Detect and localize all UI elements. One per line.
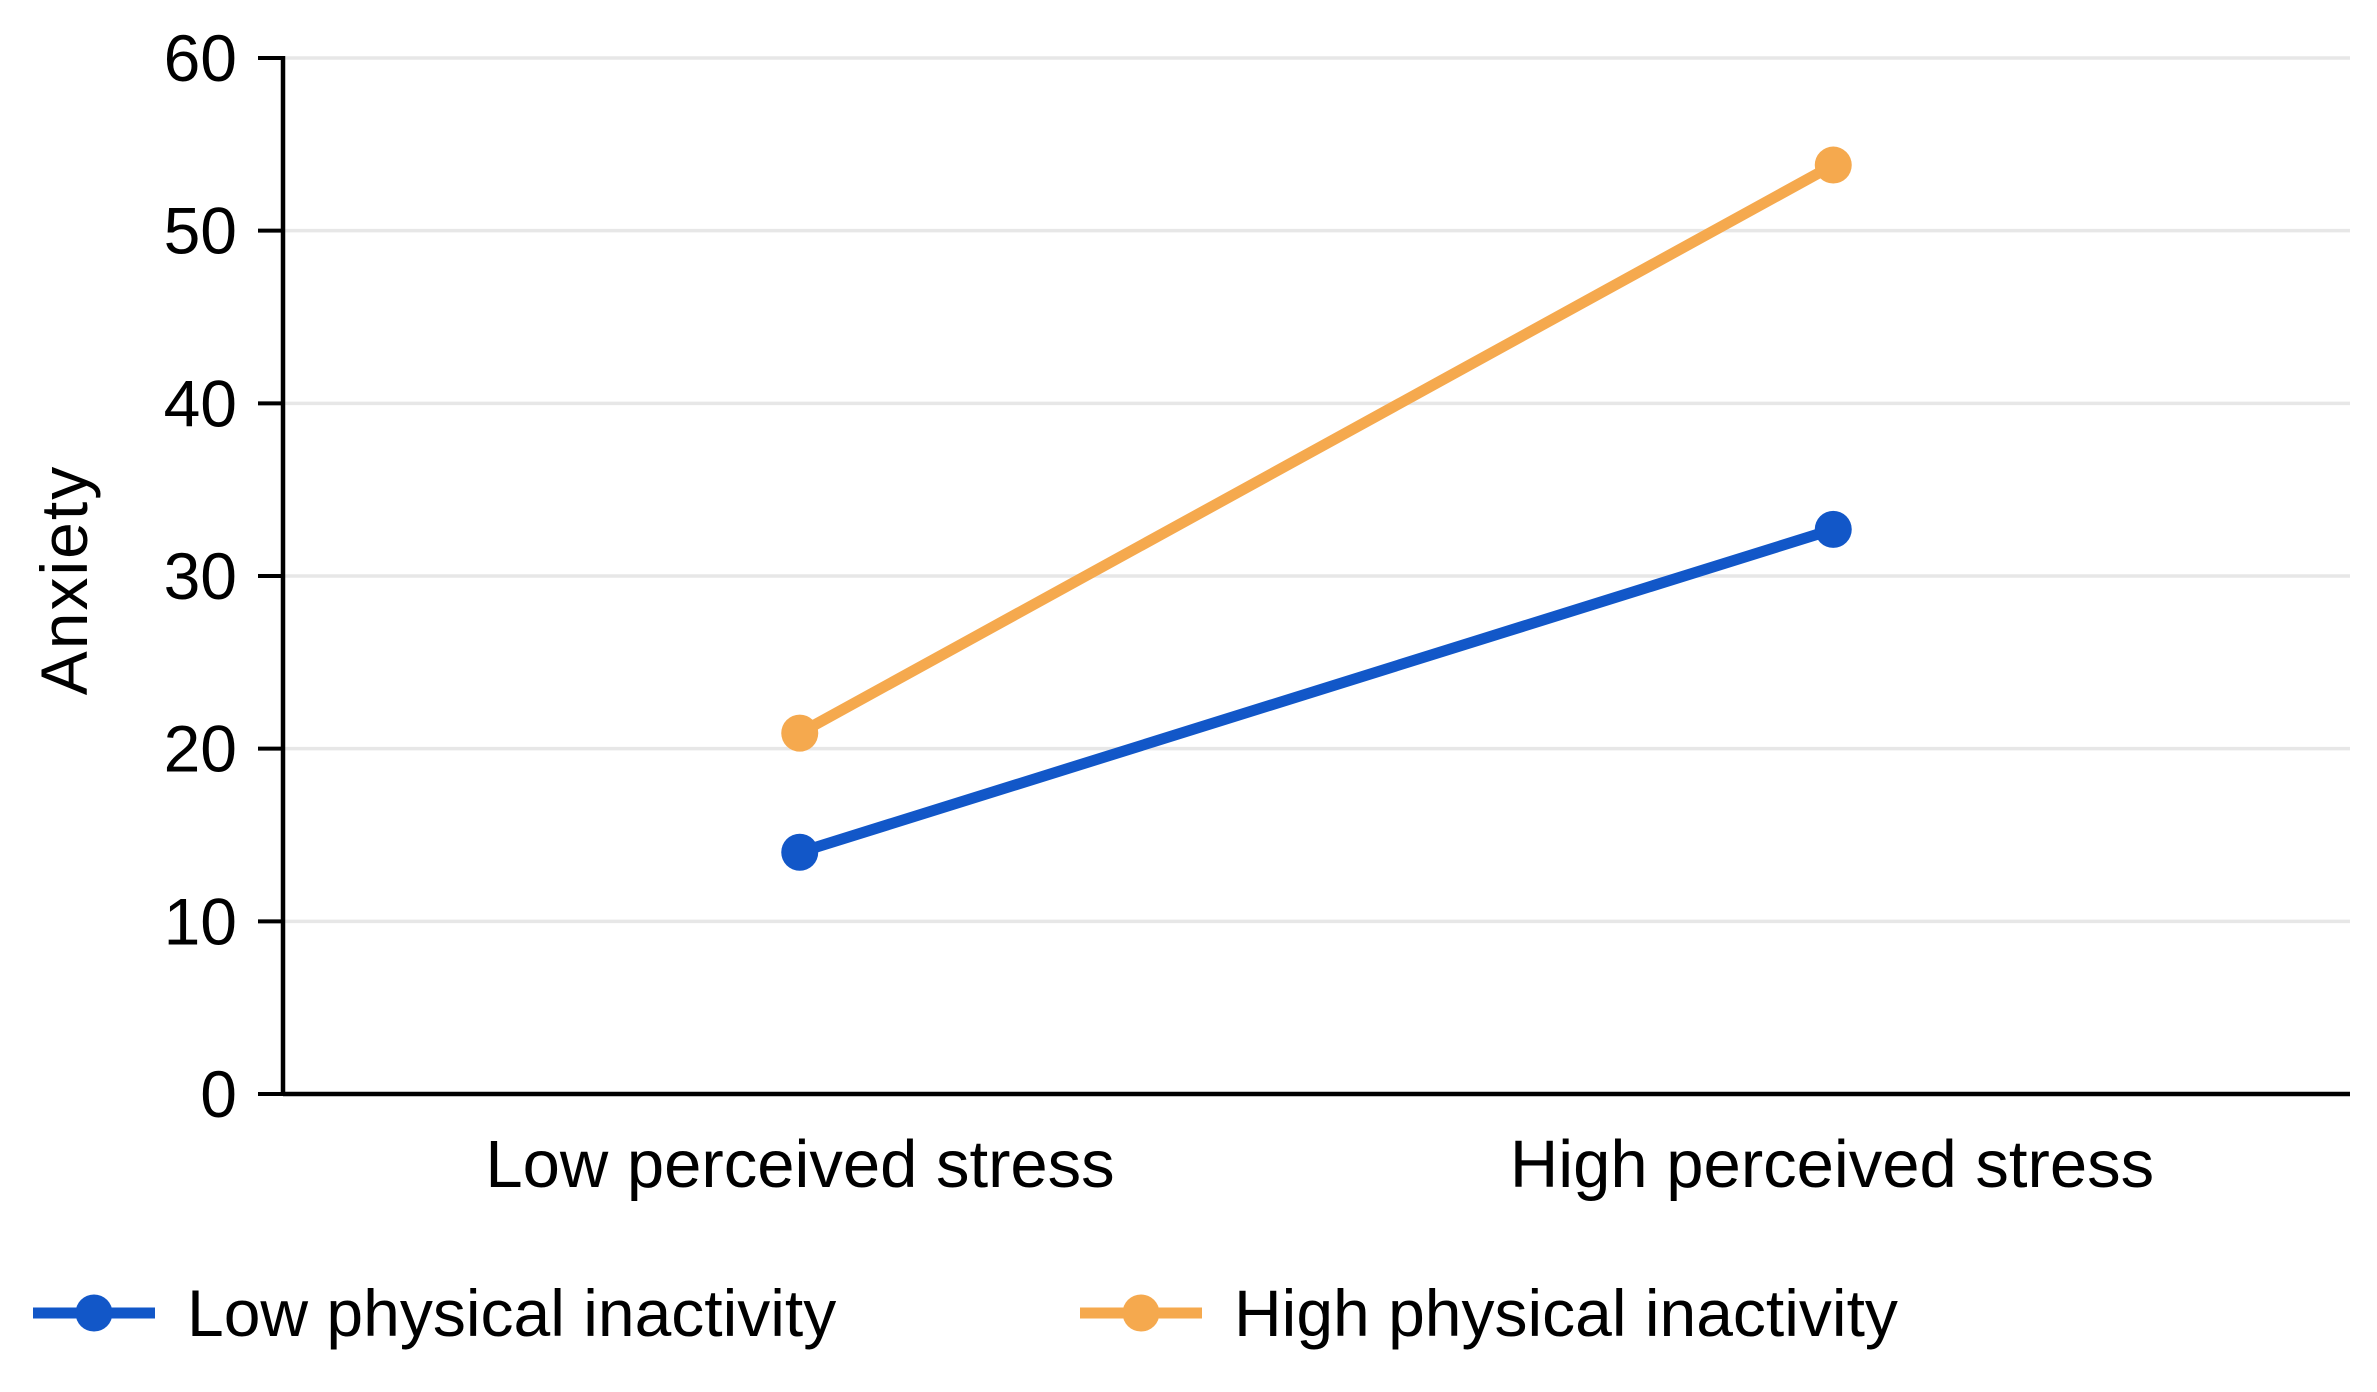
legend-item-high-physical-inactivity: High physical inactivity <box>1080 1275 1898 1351</box>
data-point <box>1814 510 1852 548</box>
data-point <box>781 833 819 871</box>
legend-label: High physical inactivity <box>1234 1276 1898 1350</box>
series-line <box>794 159 1839 739</box>
y-tick-label: 30 <box>164 539 237 613</box>
legend-label: Low physical inactivity <box>187 1276 837 1350</box>
data-point <box>1814 146 1852 184</box>
y-tick-label: 60 <box>164 21 237 95</box>
y-tick-label: 40 <box>164 366 237 440</box>
data-point <box>781 714 819 752</box>
legend-item-low-physical-inactivity: Low physical inactivity <box>33 1275 836 1351</box>
legend-marker-icon <box>1080 1294 1202 1332</box>
x-category-label-low-stress: Low perceived stress <box>485 1127 1115 1202</box>
series-line <box>794 523 1839 858</box>
x-category-label-high-stress: High perceived stress <box>1509 1127 2155 1202</box>
y-tick-label: 10 <box>164 884 237 958</box>
legend-marker-icon <box>33 1294 155 1332</box>
y-tick-label: 50 <box>164 194 237 268</box>
y-axis-title: Anxiety <box>27 464 101 696</box>
y-tick-label: 20 <box>164 712 237 786</box>
y-tick-label: 0 <box>200 1057 237 1131</box>
